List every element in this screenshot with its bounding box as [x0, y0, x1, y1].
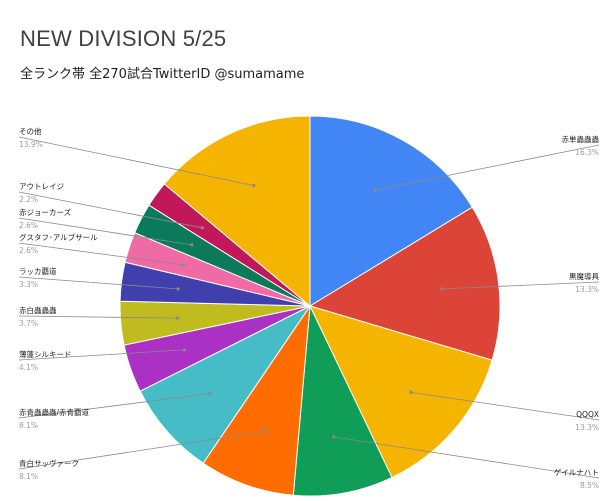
pie-slice [292, 304, 393, 497]
leader-dot [176, 287, 180, 291]
slice-percent: 13.3% [575, 285, 599, 294]
leader-dot [190, 243, 194, 247]
pie-slice [202, 304, 311, 496]
pie-slices [119, 115, 501, 497]
leader-line [18, 393, 211, 419]
slice-percent: 3.3% [19, 280, 38, 289]
leader-dot [200, 226, 204, 230]
slice-percent: 13.9% [19, 140, 43, 149]
leader-dot [332, 435, 336, 439]
leader-line [18, 315, 178, 319]
leader-dot [181, 263, 186, 267]
leader-dot [176, 316, 180, 320]
slice-percent: 2.6% [19, 221, 38, 230]
slice-percent: 8.1% [19, 472, 38, 481]
slice-percent: 8.5% [580, 481, 599, 490]
slice-percent: 8.1% [19, 421, 38, 430]
leader-line [18, 136, 254, 186]
slice-label: その他 [19, 126, 42, 136]
slice-label: 青白サッヴァーク [19, 458, 79, 468]
slice-percent: 2.6% [19, 246, 38, 255]
slice-labels: 赤単蟲蟲蟲 16.3% 黒魔導具 13.3% QQQX 13.3% ゲイルナハト 8.5% 青白… [19, 126, 599, 490]
leader-dot [440, 287, 444, 291]
leader-line [375, 144, 600, 191]
leader-dot [263, 429, 267, 433]
pie-slice [308, 206, 501, 361]
slice-label: QQQX [576, 410, 599, 419]
slice-percent: 4.1% [19, 363, 38, 372]
slice-label: 赤白蟲蟲蟲 [19, 305, 57, 315]
leader-line [441, 281, 600, 290]
leader-line [18, 217, 192, 246]
pie-slice [309, 305, 493, 479]
leader-dot [409, 390, 413, 394]
slice-percent: 3.7% [19, 319, 38, 328]
slice-label: 赤青蟲蟲蟲/赤青覇道 [19, 407, 90, 417]
leader-dot [373, 188, 377, 192]
leader-dot [182, 348, 186, 352]
slice-label: 薄蓮シルキード [19, 349, 72, 359]
slice-label: 赤単蟲蟲蟲 [562, 134, 600, 144]
chart-title: NEW DIVISION 5/25 [20, 26, 227, 51]
slice-label: グスタフ･アルブサール [19, 232, 98, 242]
slice-percent: 13.3% [575, 423, 599, 432]
slice-label: 赤ジョーカーズ [19, 207, 72, 217]
leader-dot [208, 392, 212, 396]
pie-slice [309, 115, 473, 307]
slice-label: ラッカ覇道 [19, 266, 57, 276]
leader-line [18, 276, 179, 290]
leader-line [333, 436, 600, 479]
slice-label: アウトレイジ [19, 182, 64, 191]
chart-subtitle: 全ランク帯 全270試合TwitterID @sumamame [20, 67, 305, 82]
slice-percent: 16.3% [575, 148, 599, 157]
slice-label: ゲイルナハト [554, 468, 599, 477]
leader-line [18, 242, 184, 266]
leader-line [18, 430, 266, 470]
leader-line [18, 349, 185, 361]
slice-percent: 2.2% [19, 195, 38, 204]
pie-slice [163, 115, 311, 308]
slice-label: 黒魔導具 [569, 271, 599, 281]
leader-dot [252, 183, 256, 188]
leader-line [411, 392, 600, 421]
leader-lines [18, 136, 600, 479]
pie-slice [139, 304, 312, 464]
leader-line [18, 191, 203, 229]
